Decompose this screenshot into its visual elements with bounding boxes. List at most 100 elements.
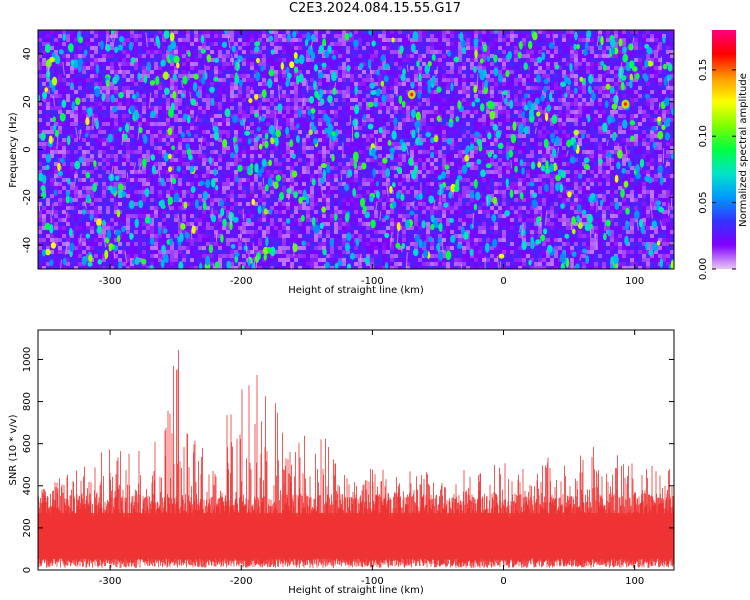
heatmap-cell	[150, 150, 154, 154]
heatmap-cell	[306, 78, 310, 82]
heatmap-cell	[654, 46, 658, 50]
heatmap-cell	[342, 98, 346, 102]
heatmap-cell	[274, 150, 278, 154]
heatmap-cell	[430, 146, 434, 150]
heatmap-cell	[502, 42, 506, 46]
heatmap-cell	[670, 58, 674, 62]
heatmap-cell	[558, 42, 562, 46]
heatmap-cell	[654, 106, 658, 110]
heatmap-cell	[314, 62, 318, 66]
heatmap-cell	[130, 130, 134, 134]
heatmap-cell	[190, 134, 194, 138]
heatmap-cell	[290, 50, 294, 54]
heatmap-cell	[138, 150, 142, 154]
heatmap-cell	[162, 38, 166, 42]
heatmap-cell	[618, 82, 622, 86]
heatmap-cell	[134, 50, 138, 54]
heatmap-cell	[350, 50, 354, 54]
heatmap-cell	[506, 78, 510, 82]
heatmap-cell	[570, 102, 574, 106]
heatmap-cell	[594, 66, 598, 70]
heatmap-cell	[138, 82, 142, 86]
heatmap-cell	[294, 126, 298, 130]
heatmap-cell	[366, 106, 370, 110]
heatmap-cell	[174, 122, 178, 126]
heatmap-cell	[438, 102, 442, 106]
heatmap-cell	[354, 34, 358, 38]
heatmap-cell	[222, 78, 226, 82]
heatmap-cell	[546, 86, 550, 90]
heatmap-cell	[298, 122, 302, 126]
heatmap-cell	[638, 30, 642, 34]
heatmap-cell	[606, 94, 610, 98]
heatmap-cell	[226, 138, 230, 142]
heatmap-cell	[370, 46, 374, 50]
heatmap-cell	[42, 54, 46, 58]
heatmap-cell	[454, 122, 458, 126]
heatmap-cell	[50, 130, 54, 134]
heatmap-cell	[362, 126, 366, 130]
heatmap-cell	[554, 130, 558, 134]
heatmap-cell	[566, 50, 570, 54]
heatmap-cell	[170, 82, 174, 86]
heatmap-cell	[94, 46, 98, 50]
heatmap-cell	[626, 150, 630, 154]
heatmap-cell	[326, 38, 330, 42]
heatmap-cell	[298, 154, 302, 158]
heatmap-cell	[598, 102, 602, 106]
heatmap-cell	[558, 82, 562, 86]
heatmap-cell	[530, 150, 534, 154]
heatmap-cell	[166, 102, 170, 106]
heatmap-cell	[154, 58, 158, 62]
heatmap-cell	[438, 98, 442, 102]
heatmap-cell	[122, 102, 126, 106]
heatmap-cell	[286, 42, 290, 46]
heatmap-cell	[406, 142, 410, 146]
heatmap-cell	[38, 78, 42, 82]
heatmap-cell	[502, 66, 506, 70]
heatmap-cell	[122, 150, 126, 154]
heatmap-cell	[162, 130, 166, 134]
heatmap-cell	[338, 42, 342, 46]
heatmap-cell	[270, 118, 274, 122]
heatmap-cell	[530, 58, 534, 62]
heatmap-cell	[102, 150, 106, 154]
heatmap-cell	[422, 58, 426, 62]
heatmap-cell	[102, 30, 106, 34]
heatmap-cell	[370, 78, 374, 82]
heatmap-cell	[406, 126, 410, 130]
heatmap-cell	[166, 126, 170, 130]
heatmap-cell	[50, 34, 54, 38]
heatmap-cell	[142, 66, 146, 70]
heatmap-cell	[298, 134, 302, 138]
heatmap-cell	[74, 114, 78, 118]
heatmap-cell	[154, 86, 158, 90]
heatmap-cell	[394, 142, 398, 146]
heatmap-cell	[662, 86, 666, 90]
heatmap-cell	[458, 62, 462, 66]
heatmap-cell	[538, 114, 542, 118]
heatmap-cell	[70, 94, 74, 98]
heatmap-cell	[318, 70, 322, 74]
heatmap-cell	[510, 110, 514, 114]
heatmap-cell	[462, 142, 466, 146]
heatmap-cell	[590, 122, 594, 126]
heatmap-cell	[362, 62, 366, 66]
heatmap-cell	[530, 82, 534, 86]
heatmap-cell	[350, 70, 354, 74]
heatmap-cell	[518, 146, 522, 150]
heatmap-cell	[426, 150, 430, 154]
heatmap-cell	[230, 42, 234, 46]
heatmap-cell	[582, 114, 586, 118]
heatmap-cell	[290, 78, 294, 82]
heatmap-cell	[130, 74, 134, 78]
heatmap-cell	[406, 78, 410, 82]
heatmap-cell	[150, 134, 154, 138]
heatmap-cell	[506, 114, 510, 118]
heatmap-cell	[622, 146, 626, 150]
heatmap-cell	[450, 30, 454, 34]
heatmap-cell	[218, 94, 222, 98]
heatmap-cell	[274, 82, 278, 86]
heatmap-cell	[378, 118, 382, 122]
heatmap-cell	[650, 102, 654, 106]
